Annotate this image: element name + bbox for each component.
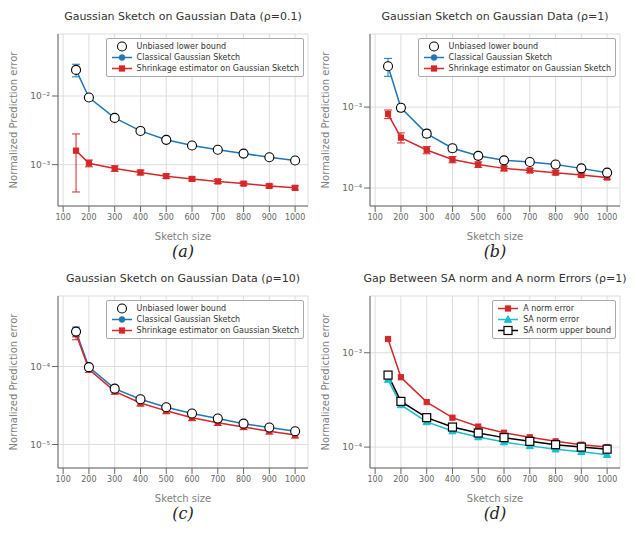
svg-text:900: 900 [262, 475, 277, 484]
svg-text:900: 900 [262, 213, 277, 222]
svg-text:100: 100 [368, 213, 383, 222]
svg-text:400: 400 [445, 213, 460, 222]
html-text:Gaussian Sketch on Gaussian Da: Gaussian Sketch on Gaussian Data (ρ=1) [381, 10, 609, 23]
html-text:Unbiased lower bound: Unbiased lower bound [448, 42, 539, 51]
html-text:Classical Gaussian Sketch: Classical Gaussian Sketch [136, 315, 241, 324]
svg-text:10⁻²: 10⁻² [30, 91, 50, 101]
svg-text:10⁻⁴: 10⁻⁴ [30, 362, 50, 372]
svg-text:300: 300 [419, 475, 434, 484]
svg-text:Normalized Prediction error: Normalized Prediction error [320, 51, 331, 189]
html-text:(c): (c) [172, 504, 194, 523]
svg-text:10⁻⁴: 10⁻⁴ [342, 183, 362, 193]
html-text:Gap Between SA norm and A norm: Gap Between SA norm and A norm Errors (ρ… [363, 272, 627, 285]
svg-text:600: 600 [496, 213, 511, 222]
svg-text:300: 300 [419, 213, 434, 222]
html-text:Gaussian Sketch on Gaussian Da: Gaussian Sketch on Gaussian Data (ρ=10) [65, 272, 301, 285]
svg-text:Sketch size: Sketch size [155, 231, 211, 240]
svg-text:Normalized Prediction error: Normalized Prediction error [8, 51, 19, 189]
svg-text:Sketch size: Sketch size [467, 493, 523, 502]
html-text:(d): (d) [483, 504, 507, 523]
svg-text:Sketch size: Sketch size [155, 493, 211, 502]
html-text:Shrinkage estimator on Gaussia: Shrinkage estimator on Gaussian Sketch [136, 326, 299, 335]
svg-text:400: 400 [133, 475, 148, 484]
svg-text:100: 100 [56, 213, 71, 222]
svg-text:100: 100 [368, 475, 383, 484]
html-text:Classical Gaussian Sketch: Classical Gaussian Sketch [136, 53, 241, 62]
svg-text:Normalized Prediction error: Normalized Prediction error [320, 313, 331, 451]
html-text:(b): (b) [483, 242, 507, 261]
svg-text:300: 300 [107, 475, 122, 484]
svg-text:700: 700 [522, 213, 537, 222]
svg-text:10⁻⁴: 10⁻⁴ [342, 442, 362, 452]
html-text:Unbiased lower bound: Unbiased lower bound [136, 42, 227, 51]
svg-text:Sketch size: Sketch size [467, 231, 523, 240]
svg-text:500: 500 [471, 213, 486, 222]
svg-text:600: 600 [184, 213, 199, 222]
svg-text:10⁻³: 10⁻³ [342, 102, 362, 112]
svg-text:1000: 1000 [285, 475, 305, 484]
svg-text:300: 300 [107, 213, 122, 222]
svg-text:Normalized Prediction error: Normalized Prediction error [8, 313, 19, 451]
svg-text:10⁻³: 10⁻³ [342, 348, 362, 358]
svg-text:800: 800 [236, 213, 251, 222]
html-text:Classical Gaussian Sketch: Classical Gaussian Sketch [448, 53, 553, 62]
svg-text:600: 600 [496, 475, 511, 484]
svg-text:800: 800 [236, 475, 251, 484]
html-text:Unbiased lower bound: Unbiased lower bound [136, 304, 227, 313]
svg-text:1000: 1000 [285, 213, 305, 222]
svg-text:10⁻⁵: 10⁻⁵ [30, 440, 50, 450]
html-text:A norm error: A norm error [523, 304, 574, 313]
svg-text:1000: 1000 [597, 475, 617, 484]
html-text:SA norm upper bound: SA norm upper bound [523, 326, 611, 335]
svg-text:10⁻³: 10⁻³ [30, 160, 50, 170]
svg-text:200: 200 [81, 213, 96, 222]
html-text:(a): (a) [172, 242, 194, 261]
html-text:Gaussian Sketch on Gaussian Da: Gaussian Sketch on Gaussian Data (ρ=0.1) [64, 10, 302, 23]
svg-text:800: 800 [548, 475, 563, 484]
html-text:SA norm error: SA norm error [523, 315, 580, 324]
html-text:Shrinkage estimator on Gaussia: Shrinkage estimator on Gaussian Sketch [448, 64, 611, 73]
svg-text:200: 200 [81, 475, 96, 484]
svg-text:700: 700 [210, 475, 225, 484]
svg-text:600: 600 [184, 475, 199, 484]
svg-text:900: 900 [574, 475, 589, 484]
svg-text:200: 200 [393, 213, 408, 222]
html-text:Shrinkage estimator on Gaussia: Shrinkage estimator on Gaussian Sketch [136, 64, 299, 73]
svg-text:500: 500 [159, 475, 174, 484]
svg-text:700: 700 [210, 213, 225, 222]
svg-text:1000: 1000 [597, 213, 617, 222]
svg-text:900: 900 [574, 213, 589, 222]
svg-text:500: 500 [471, 475, 486, 484]
svg-text:400: 400 [133, 213, 148, 222]
svg-text:700: 700 [522, 475, 537, 484]
svg-text:200: 200 [393, 475, 408, 484]
svg-text:100: 100 [56, 475, 71, 484]
svg-text:400: 400 [445, 475, 460, 484]
svg-text:500: 500 [159, 213, 174, 222]
svg-text:800: 800 [548, 213, 563, 222]
